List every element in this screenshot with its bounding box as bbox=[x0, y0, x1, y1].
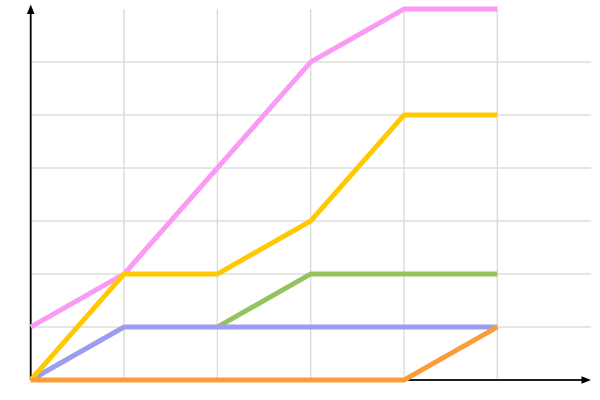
series-line-orange bbox=[30, 324, 499, 383]
y-axis-arrowhead bbox=[26, 4, 35, 14]
x-axis-arrowhead bbox=[581, 376, 591, 384]
series-line-violet bbox=[29, 6, 498, 330]
series-group bbox=[28, 6, 499, 383]
series-line-gold bbox=[28, 112, 498, 382]
series-line-periwinkle bbox=[29, 324, 498, 383]
